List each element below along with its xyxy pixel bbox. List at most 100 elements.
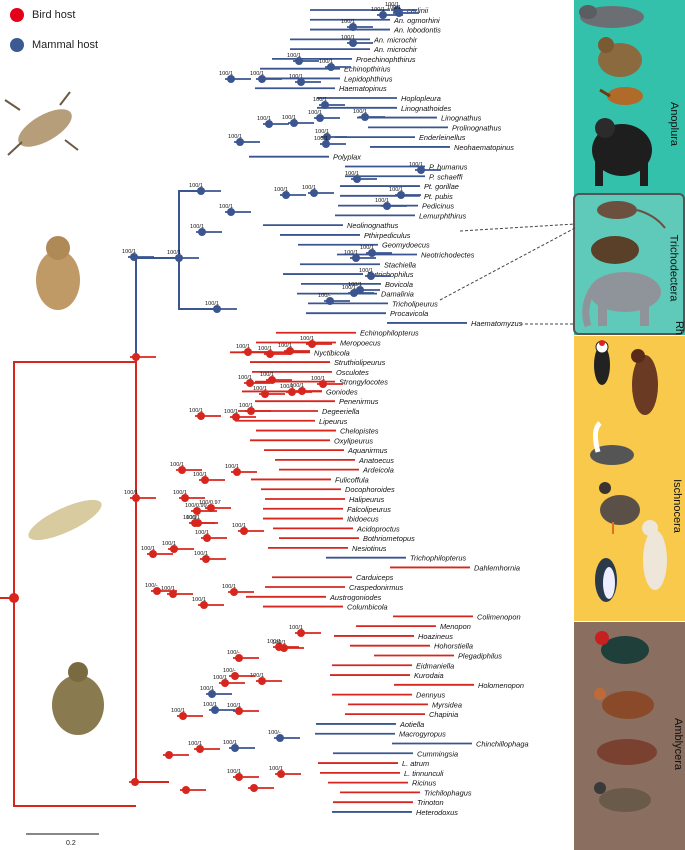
scale-bar-label: 0.2 — [66, 840, 76, 847]
taxon-label: Acidoproctus — [356, 524, 400, 533]
taxon-label: Heterodoxus — [416, 808, 458, 817]
support-label: 100/0.97 — [199, 500, 221, 506]
taxon-label: Pt. pubis — [424, 192, 453, 201]
support-label: 100/1 — [194, 551, 208, 557]
taxon-label: Falcolipeurus — [347, 505, 391, 514]
taxon-label: Lipeurus — [319, 417, 348, 426]
support-label: 100/1 — [232, 523, 246, 529]
support-node — [246, 379, 254, 387]
taxon-label: Bovicola — [385, 280, 413, 289]
taxon-label: Eidmaniella — [416, 661, 454, 670]
support-label: 100/1 — [387, 5, 401, 11]
support-node — [198, 228, 206, 236]
seal-illustration — [579, 5, 644, 28]
support-label: 100/1 — [253, 386, 267, 392]
support-node — [227, 208, 235, 216]
support-label: 100/1 — [289, 625, 303, 631]
taxon-label: Docophoroides — [345, 485, 395, 494]
goose-illustration — [599, 482, 640, 534]
support-label: 100/1 — [205, 301, 219, 307]
support-node — [230, 588, 238, 596]
hoatzin-illustration — [594, 688, 654, 719]
support-label: 100/1 — [353, 109, 367, 115]
taxon-label: Hohorstiella — [434, 642, 473, 651]
taxon-label: An. microchir — [373, 35, 418, 44]
support-node — [250, 784, 258, 792]
taxon-label: Hoplopleura — [401, 94, 441, 103]
taxon-label: Trichophilopterus — [410, 554, 466, 563]
support-label: 100/1 — [238, 375, 252, 381]
woodpecker-illustration — [594, 340, 610, 385]
support-node — [349, 23, 357, 31]
leader-neolinognathus — [459, 223, 576, 232]
taxon-label: Struthiolipeurus — [334, 358, 386, 367]
taxon-label: Menopon — [440, 622, 471, 631]
support-label: 100/1 — [290, 383, 304, 389]
support-label: 100/1 — [314, 136, 328, 142]
support-node — [280, 644, 288, 652]
support-node — [182, 786, 190, 794]
support-label: 100/1 — [345, 171, 359, 177]
support-node — [268, 376, 276, 384]
support-label: 100/1 — [195, 530, 209, 536]
support-node — [181, 494, 189, 502]
taxon-label: Trinoton — [417, 798, 444, 807]
support-node — [132, 494, 140, 502]
taxon-label: Ricinus — [412, 779, 437, 788]
support-node — [208, 690, 216, 698]
taxon-label: An. microchir — [373, 45, 418, 54]
support-label: 100/1 — [319, 59, 333, 65]
mammal-host-swatch — [10, 38, 24, 52]
support-node — [310, 189, 318, 197]
support-node — [258, 75, 266, 83]
support-node — [231, 744, 239, 752]
leader-damalinia — [439, 227, 576, 301]
support-node — [207, 504, 215, 512]
support-label: 100/1 — [375, 198, 389, 204]
taxon-label: Oxylipeurus — [334, 436, 373, 445]
support-label: 100/1 — [222, 584, 236, 590]
support-node — [258, 677, 266, 685]
support-label: 100/1 — [315, 129, 329, 135]
support-label: 100/1 — [371, 7, 385, 13]
legend-bird: Bird host — [10, 8, 75, 22]
support-node — [297, 78, 305, 86]
support-node — [282, 191, 290, 199]
support-node — [221, 679, 229, 687]
taxon-label: An. ogmorhini — [393, 16, 440, 25]
support-label: 100/1 — [409, 162, 423, 168]
support-node — [130, 253, 138, 261]
support-label: 100/1 — [360, 245, 374, 251]
taxon-label: Chapinia — [429, 710, 458, 719]
taxon-label: Myrsidea — [432, 700, 462, 709]
taxon-label: Damalinia — [381, 290, 414, 299]
root-node — [9, 593, 19, 603]
support-node — [170, 545, 178, 553]
taxon-label: Nyctibicola — [314, 348, 350, 357]
scale-bar — [26, 833, 99, 835]
support-node — [361, 113, 369, 121]
support-label: 100/1 — [223, 740, 237, 746]
support-node — [193, 507, 201, 515]
support-label: 100/1 — [311, 376, 325, 382]
support-label: 100/1 — [227, 703, 241, 709]
support-node — [321, 101, 329, 109]
support-label: 100/1 — [227, 769, 241, 775]
support-node — [175, 254, 183, 262]
support-node — [383, 202, 391, 210]
support-label: 100/1 — [308, 110, 322, 116]
support-label: 100/1 — [260, 372, 274, 378]
taxon-label: Pedicinus — [422, 202, 454, 211]
support-node — [235, 707, 243, 715]
support-label: 100/- — [268, 730, 281, 736]
legend-bird-label: Bird host — [32, 9, 76, 21]
support-node — [297, 629, 305, 637]
pheasant-illustration — [595, 631, 649, 664]
taxon-label: Procavicola — [390, 309, 428, 318]
support-node — [132, 353, 140, 361]
taxon-label: Pt. gorillae — [424, 182, 459, 191]
anoplura-stem — [178, 190, 217, 310]
taxon-label: Neotrichodectes — [421, 251, 475, 260]
taxon-label: Dennyus — [416, 691, 445, 700]
